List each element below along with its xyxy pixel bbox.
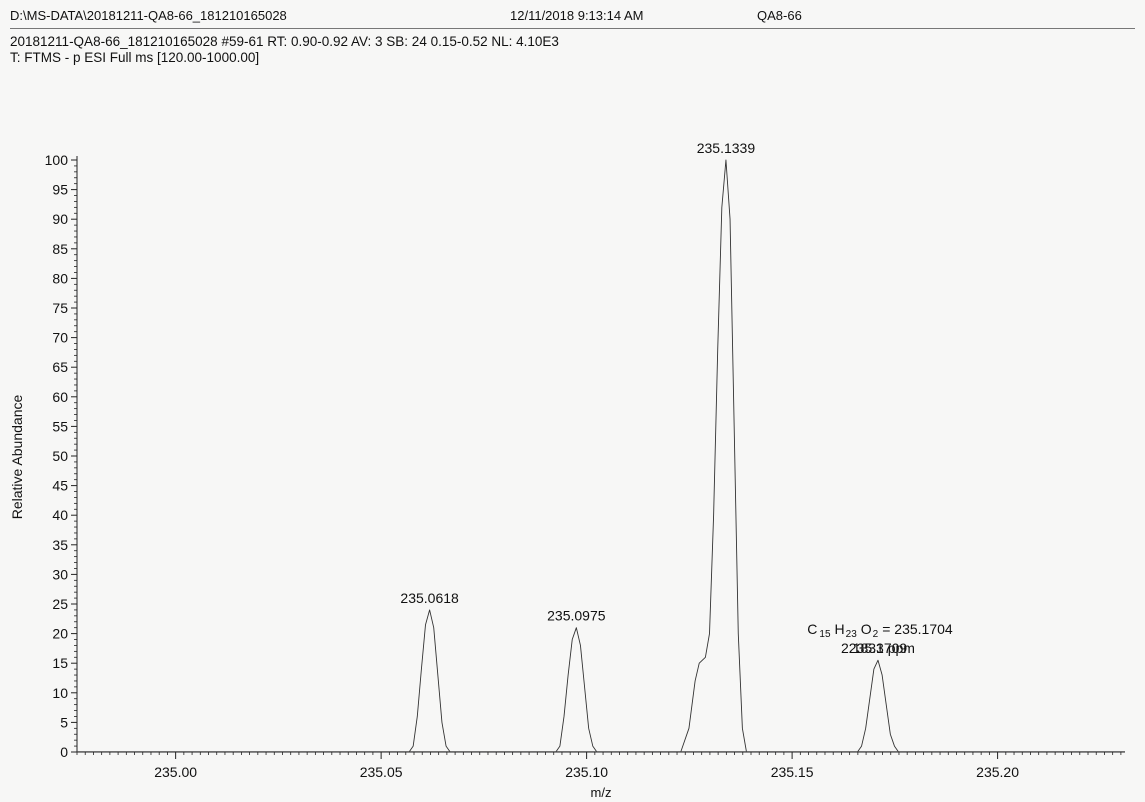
- chart-labels: 0 5 10 15 20 25 30 35 40 45 50 55 60 65 70 75 80 85 90 95 10…: [45, 140, 1020, 780]
- y-tick-label: 90: [52, 211, 68, 227]
- peak-label: 235.0975: [547, 608, 606, 624]
- y-tick-label: 85: [52, 241, 68, 257]
- x-axis-label: m/z: [591, 785, 612, 800]
- formula-count-h: 23: [846, 629, 858, 640]
- scan-filter: T: FTMS - p ESI Full ms [120.00-1000.00]: [10, 50, 260, 65]
- file-path-label: D:\MS-DATA\20181211-QA8-66_181210165028: [10, 8, 287, 23]
- y-tick-label: 65: [52, 359, 68, 375]
- y-tick-label: 80: [52, 270, 68, 286]
- formula-label: C 15 H23 O2 = 235.1704: [807, 621, 953, 640]
- chart-axes: [71, 156, 1125, 759]
- formula-annotation: C 15 H23 O2 = 235.1704 2.1833 ppm: [807, 621, 953, 656]
- x-tick-label: 235.00: [154, 764, 197, 780]
- peak-235-0618: [408, 609, 451, 753]
- header-rule: [10, 28, 1135, 29]
- y-tick-label: 95: [52, 182, 68, 198]
- y-tick-label: 15: [52, 655, 68, 671]
- formula-value: = 235.1704: [882, 621, 953, 637]
- formula-element-h: H: [835, 621, 845, 637]
- y-axis-label: Relative Abundance: [9, 395, 25, 520]
- x-tick-label: 235.05: [360, 764, 403, 780]
- y-tick-label: 60: [52, 389, 68, 405]
- ppm-error-label: 2.1833 ppm: [841, 640, 915, 656]
- y-tick-label: 20: [52, 626, 68, 642]
- peak-235-1339: [680, 159, 747, 753]
- formula-count-o: 2: [873, 629, 879, 640]
- y-tick-label: 100: [45, 152, 69, 168]
- y-tick-label: 70: [52, 330, 68, 346]
- y-tick-label: 25: [52, 596, 68, 612]
- y-tick-label: 45: [52, 478, 68, 494]
- x-tick-label: 235.20: [976, 764, 1019, 780]
- peak-label: 235.1339: [697, 140, 756, 156]
- scan-info: 20181211-QA8-66_181210165028 #59-61 RT: …: [10, 34, 559, 49]
- y-tick-label: 50: [52, 448, 68, 464]
- sample-name: QA8-66: [757, 8, 802, 23]
- formula-count-c: 15: [819, 629, 831, 640]
- peak-235-0975: [555, 627, 598, 753]
- y-tick-label: 55: [52, 418, 68, 434]
- peak-label: 235.1709: [849, 640, 908, 656]
- x-tick-label: 235.15: [771, 764, 814, 780]
- chart-peaks: [77, 159, 1125, 753]
- y-tick-label: 0: [60, 744, 68, 760]
- formula-element-o: O: [861, 621, 872, 637]
- peak-235-1709: [857, 659, 899, 753]
- peak-label: 235.0618: [400, 590, 459, 606]
- y-tick-label: 35: [52, 537, 68, 553]
- y-tick-label: 40: [52, 507, 68, 523]
- y-tick-label: 30: [52, 566, 68, 582]
- acquisition-datetime: 12/11/2018 9:13:14 AM: [510, 8, 644, 23]
- x-tick-label: 235.10: [565, 764, 608, 780]
- formula-element-c: C: [807, 621, 817, 637]
- y-tick-label: 5: [60, 714, 68, 730]
- y-tick-label: 10: [52, 685, 68, 701]
- y-tick-label: 75: [52, 300, 68, 316]
